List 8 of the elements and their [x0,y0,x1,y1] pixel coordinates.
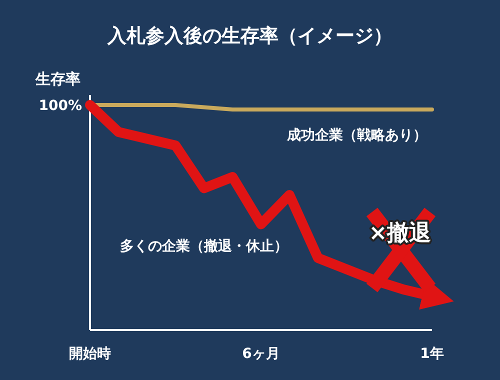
x-tick-label: 開始時 [69,346,111,362]
series-label: 成功企業（戦略あり） [286,128,427,144]
x-tick-label: 6ヶ月 [242,346,280,362]
text: 100% [38,98,82,114]
x-tick-label: 1年 [420,346,444,362]
chart-title: 入札参入後の生存率（イメージ） [106,25,392,47]
series-label: 多くの企業（撤退・休止） [120,237,288,254]
y-axis-title: 生存率 [34,70,80,88]
